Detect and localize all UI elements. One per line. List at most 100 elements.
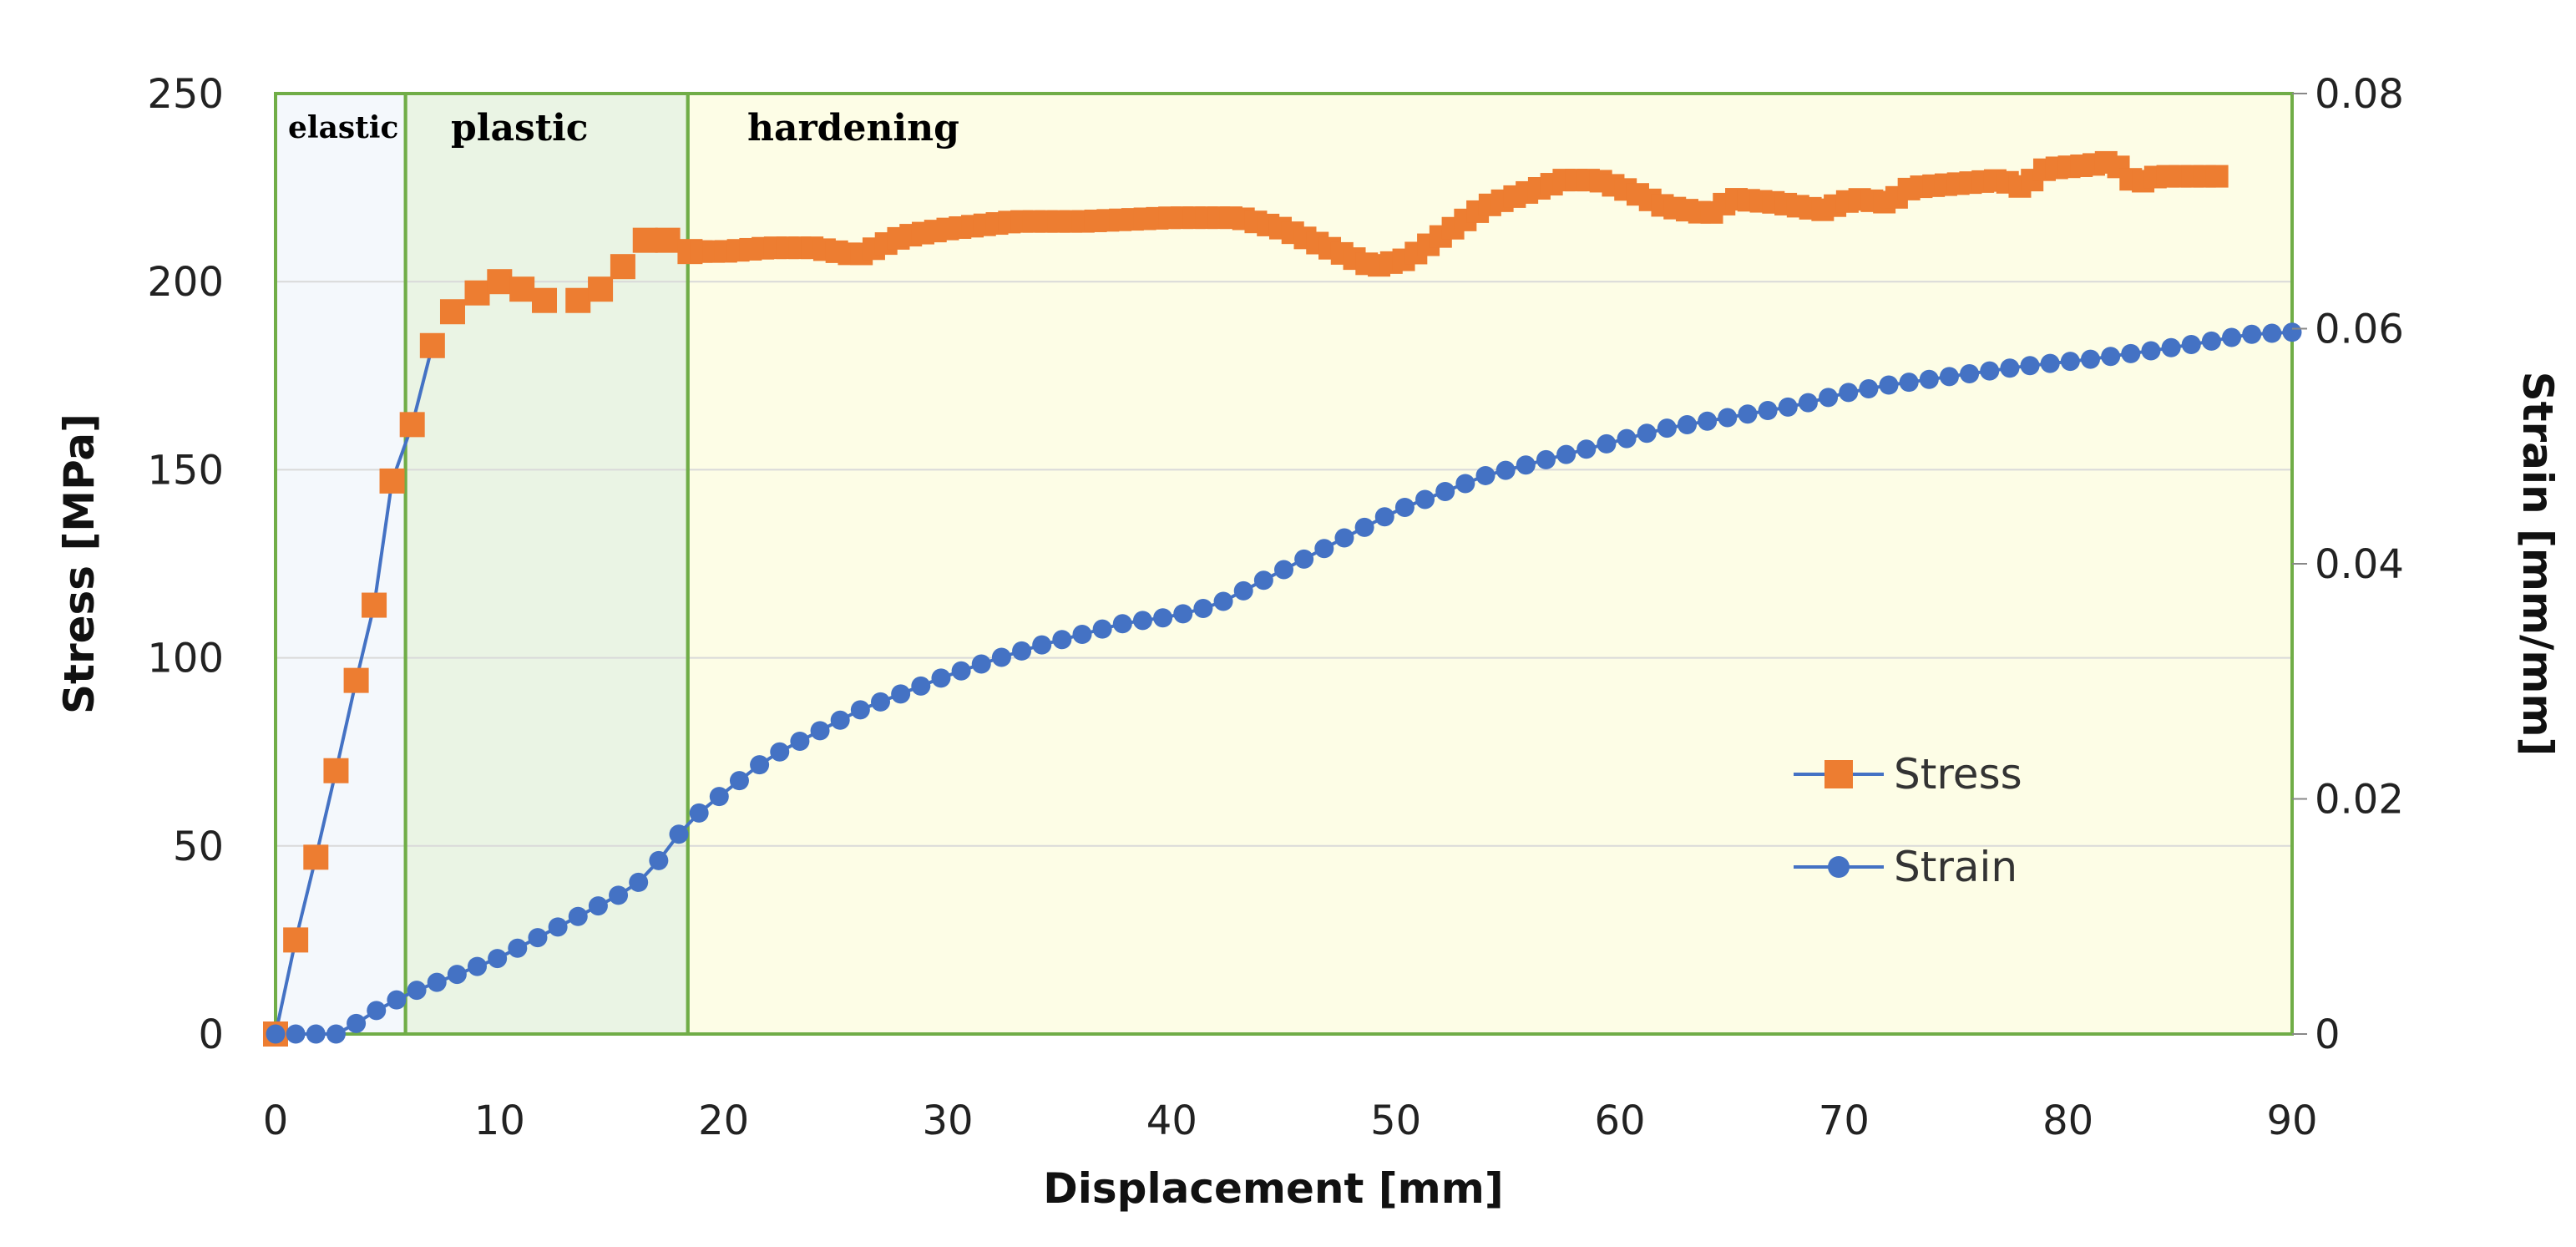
y-tick-label: 150 — [147, 447, 224, 494]
strain-point — [407, 981, 427, 1001]
x-tick-label: 10 — [474, 1097, 525, 1144]
strain-point — [1980, 361, 2000, 381]
strain-point — [488, 949, 508, 969]
region-label-plastic: plastic — [451, 107, 589, 150]
strain-point — [447, 965, 467, 985]
strain-point — [1576, 439, 1597, 459]
stress-point — [303, 844, 329, 870]
strain-point — [1294, 549, 1314, 569]
strain-point — [1939, 367, 1959, 387]
strain-point — [1132, 611, 1152, 631]
stress-markers — [263, 150, 2229, 1047]
strain-point — [709, 787, 729, 807]
strain-point — [568, 906, 588, 926]
strain-point — [931, 668, 951, 688]
stress-point — [419, 332, 445, 358]
stress-point — [509, 276, 535, 302]
strain-point — [871, 692, 890, 712]
strain-point — [629, 872, 649, 892]
strain-point — [729, 771, 749, 791]
strain-point — [1617, 428, 1637, 449]
strain-point — [2060, 352, 2080, 372]
strain-point — [1819, 388, 1839, 408]
strain-point — [2201, 331, 2221, 351]
x-axis-ticks: 0 10 20 30 40 50 60 70 80 90 — [263, 1097, 2318, 1144]
y-tick-label: 200 — [147, 259, 224, 306]
strain-point — [1233, 580, 1253, 601]
strain-point — [2040, 353, 2060, 373]
strain-point — [1374, 507, 1394, 527]
strain-point — [2282, 322, 2302, 342]
stress-point — [655, 227, 681, 253]
strain-point — [1738, 404, 1758, 424]
strain-point — [2222, 327, 2242, 347]
region-label-elastic: elastic — [288, 110, 398, 145]
y-tick-label: 250 — [147, 71, 224, 118]
strain-point — [1415, 489, 1435, 509]
y2-tick-label: 0 — [2315, 1011, 2341, 1058]
strain-point — [326, 1024, 346, 1044]
strain-point — [286, 1024, 306, 1044]
stress-point — [343, 667, 369, 693]
strain-point — [1435, 481, 1455, 501]
x-tick-label: 50 — [1370, 1097, 1421, 1144]
strain-point — [991, 647, 1011, 667]
strain-point — [548, 917, 568, 937]
strain-point — [427, 972, 447, 992]
x-tick-label: 30 — [922, 1097, 973, 1144]
x-tick-label: 80 — [2042, 1097, 2093, 1144]
strain-point — [2181, 335, 2201, 355]
strain-point — [367, 1001, 387, 1021]
strain-point — [891, 684, 911, 704]
strain-point — [1032, 635, 1052, 655]
x-tick-label: 20 — [698, 1097, 749, 1144]
strain-point — [1334, 528, 1354, 548]
stress-point — [588, 276, 614, 302]
strain-point — [1899, 373, 1919, 393]
stress-point — [565, 287, 591, 313]
stress-point — [323, 758, 349, 783]
strain-point — [1455, 474, 1475, 494]
strain-point — [1516, 455, 1536, 475]
strain-point — [850, 700, 870, 720]
legend-label-stress: Stress — [1894, 750, 2022, 798]
y2-tick-label: 0.08 — [2315, 71, 2404, 118]
strain-point — [1213, 591, 1233, 611]
legend-item-strain: Strain — [1794, 843, 2017, 891]
strain-point — [1637, 423, 1657, 444]
strain-point — [609, 885, 629, 905]
stress-point — [464, 280, 490, 306]
strain-point — [1173, 604, 1193, 624]
y2-axis-ticks: 0 0.02 0.04 0.06 0.08 — [2292, 71, 2404, 1058]
stress-point — [2205, 165, 2229, 188]
region-label-hardening: hardening — [747, 107, 959, 150]
strain-point — [1052, 630, 1072, 650]
strain-point — [347, 1013, 367, 1033]
strain-point — [1879, 375, 1899, 395]
y2-tick-label: 0.04 — [2315, 541, 2404, 588]
strain-point — [2000, 358, 2020, 378]
stress-point — [379, 468, 405, 494]
y2-tick-label: 0.02 — [2315, 777, 2404, 824]
stress-point — [362, 592, 387, 618]
strain-point — [1012, 641, 1032, 661]
strain-point — [971, 654, 991, 674]
strain-point — [1778, 397, 1798, 417]
stress-point — [283, 927, 309, 953]
stress-point — [487, 269, 513, 295]
legend-label-strain: Strain — [1894, 843, 2017, 891]
strain-point — [1657, 418, 1677, 438]
strain-point — [1536, 449, 1556, 469]
strain-point — [468, 956, 487, 976]
strain-point — [1798, 393, 1818, 413]
strain-point — [911, 676, 931, 696]
strain-point — [2020, 356, 2040, 376]
y-axis-title: Stress [MPa] — [55, 413, 104, 714]
strain-point — [2121, 343, 2141, 363]
strain-point — [1495, 460, 1516, 480]
strain-point — [1153, 608, 1173, 628]
strain-point — [1092, 619, 1112, 639]
y2-tick-label: 0.06 — [2315, 307, 2404, 353]
strain-point — [1314, 539, 1334, 559]
